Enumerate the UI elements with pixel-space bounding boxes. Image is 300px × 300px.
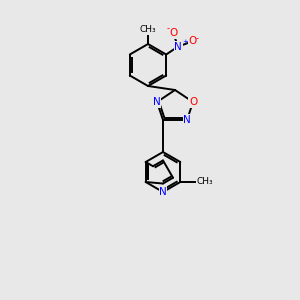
Text: O: O xyxy=(169,28,177,38)
Text: -: - xyxy=(167,24,170,33)
Text: CH₃: CH₃ xyxy=(196,178,213,187)
Text: CH₃: CH₃ xyxy=(140,26,156,34)
Text: N: N xyxy=(183,115,191,125)
Text: O: O xyxy=(189,97,197,107)
Text: N: N xyxy=(159,187,167,197)
Text: N: N xyxy=(153,97,161,107)
Text: N: N xyxy=(174,41,182,52)
Text: O: O xyxy=(188,37,196,46)
Text: -: - xyxy=(196,34,199,43)
Text: +: + xyxy=(182,38,188,44)
